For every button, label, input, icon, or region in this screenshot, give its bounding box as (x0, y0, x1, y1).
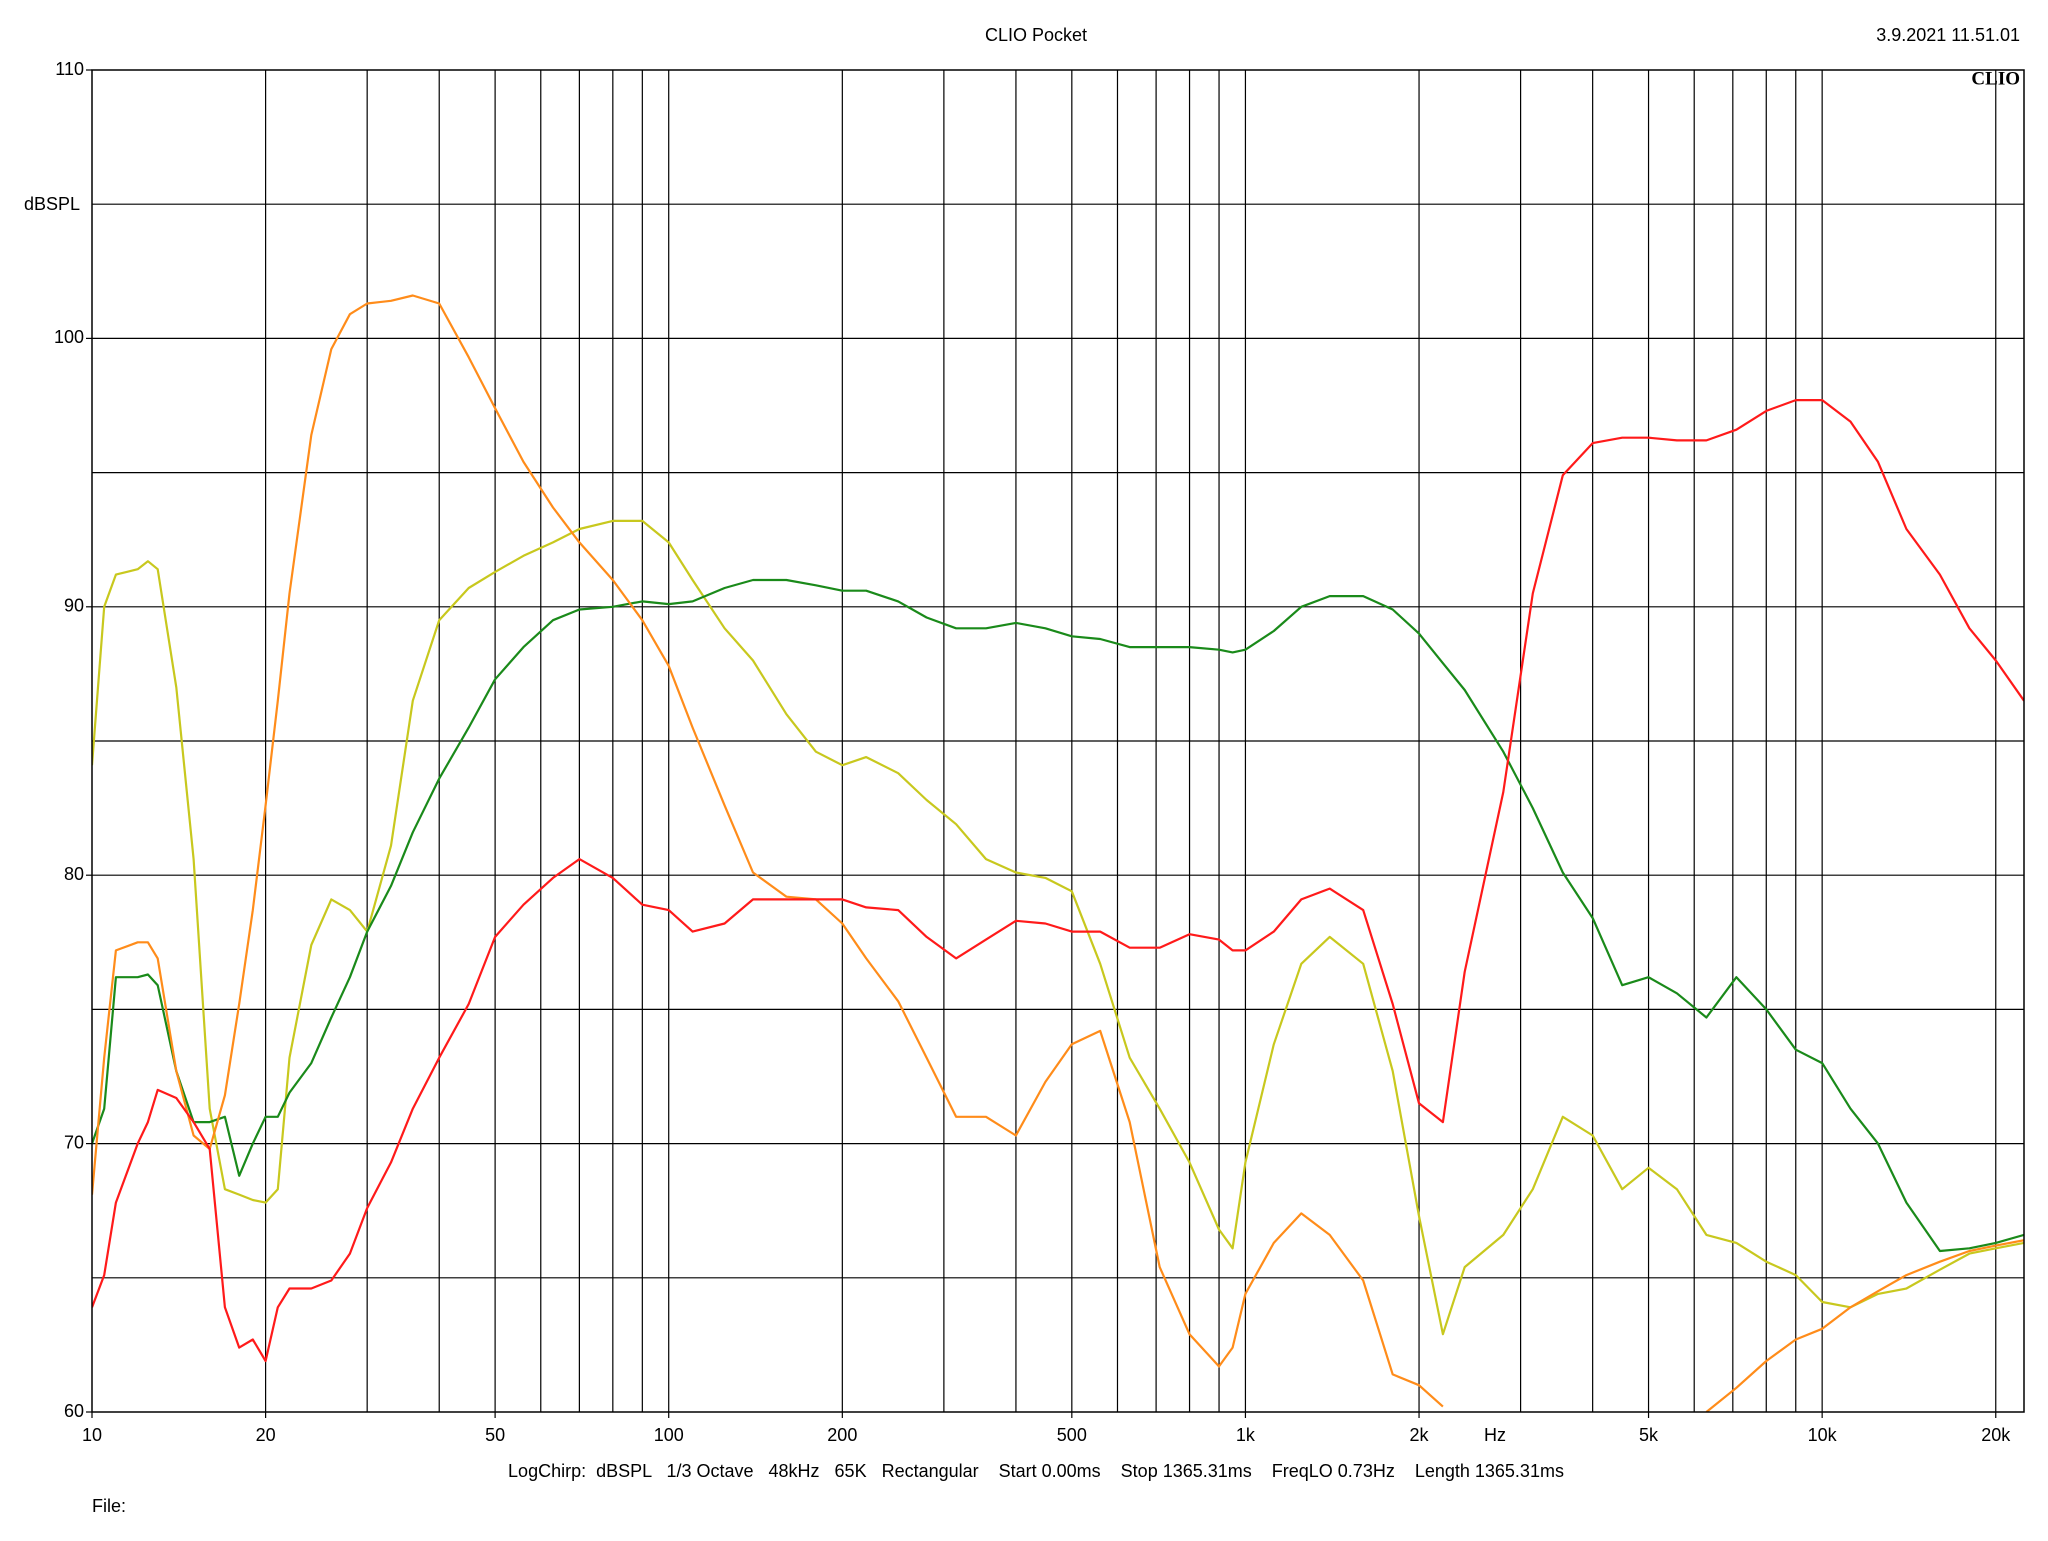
y-tick-label: 60 (64, 1401, 84, 1421)
x-tick-label: 500 (1057, 1425, 1087, 1445)
x-tick-label: 2k (1410, 1425, 1430, 1445)
series-line (92, 519, 2024, 1336)
timestamp: 3.9.2021 11.51.01 (1876, 25, 2020, 45)
x-tick-label: 50 (485, 1425, 505, 1445)
file-label: File: (92, 1496, 126, 1516)
y-tick-label: 80 (64, 864, 84, 884)
x-tick-label: 10k (1808, 1425, 1838, 1445)
plot-frame (91, 69, 2025, 1413)
series-line (92, 294, 2024, 1412)
x-tick-label: 20k (1981, 1425, 2011, 1445)
series-line (92, 578, 2024, 1253)
y-tick-label: 110 (55, 59, 84, 79)
y-tick-label: 100 (54, 327, 84, 347)
x-tick-label: 1k (1236, 1425, 1256, 1445)
tick-labels: 10 20 50 100 200 500 1k 2k 5k 10k 20k 60 70 80 90 100 11… (54, 59, 2011, 1445)
x-tick-label: 10 (82, 1425, 102, 1445)
x-axis-label: Hz (1484, 1425, 1506, 1445)
y-tick-label: 70 (64, 1132, 84, 1152)
x-tick-label: 100 (654, 1425, 684, 1445)
y-tick-label: 90 (64, 596, 84, 616)
plot-lines (92, 294, 2024, 1412)
x-tick-label: 5k (1639, 1425, 1659, 1445)
x-tick-label: 20 (256, 1425, 276, 1445)
chart-title: CLIO Pocket (985, 25, 1087, 45)
footer: LogChirp: dBSPL 1/3 Octave 48kHz 65K Rec… (508, 1461, 1564, 1481)
series-line (92, 399, 2024, 1363)
x-tick-label: 200 (827, 1425, 857, 1445)
y-axis-label: dBSPL (24, 194, 80, 214)
grid (86, 69, 2024, 1418)
